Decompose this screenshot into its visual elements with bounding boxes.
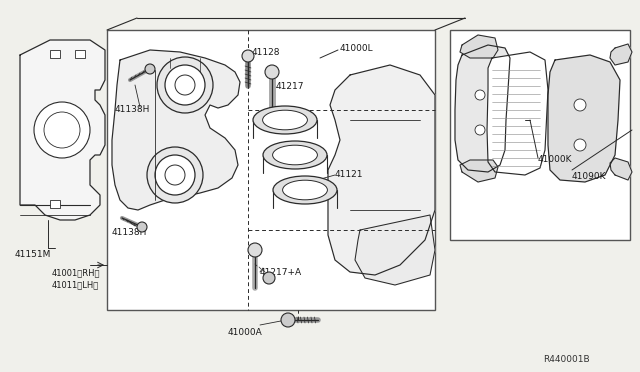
Circle shape — [281, 313, 295, 327]
Text: 41128: 41128 — [252, 48, 280, 57]
Text: 41217: 41217 — [276, 82, 305, 91]
Circle shape — [165, 65, 205, 105]
Polygon shape — [487, 52, 548, 175]
Circle shape — [265, 65, 279, 79]
Ellipse shape — [263, 141, 327, 169]
Ellipse shape — [262, 110, 307, 130]
Circle shape — [475, 90, 485, 100]
Text: 41138H: 41138H — [112, 228, 147, 237]
Circle shape — [475, 125, 485, 135]
Circle shape — [34, 102, 90, 158]
Circle shape — [263, 272, 275, 284]
Text: 41000L: 41000L — [340, 44, 374, 53]
Polygon shape — [20, 40, 105, 220]
Text: 41217+A: 41217+A — [260, 268, 302, 277]
Text: 41138H: 41138H — [115, 105, 150, 114]
Ellipse shape — [283, 180, 328, 200]
Polygon shape — [328, 65, 435, 275]
Circle shape — [157, 57, 213, 113]
Text: 41121: 41121 — [335, 170, 364, 179]
Text: 41000A: 41000A — [228, 328, 263, 337]
Bar — [107, 30, 435, 310]
Circle shape — [574, 99, 586, 111]
Polygon shape — [548, 55, 620, 182]
Ellipse shape — [273, 145, 317, 165]
Polygon shape — [460, 35, 498, 58]
Polygon shape — [610, 158, 632, 180]
Polygon shape — [460, 160, 498, 182]
Text: 41151M: 41151M — [15, 250, 51, 259]
Circle shape — [175, 75, 195, 95]
Text: 41090K: 41090K — [572, 172, 607, 181]
Polygon shape — [610, 44, 632, 65]
Polygon shape — [112, 50, 240, 210]
Ellipse shape — [253, 106, 317, 134]
Circle shape — [248, 243, 262, 257]
Bar — [450, 30, 630, 240]
Ellipse shape — [273, 176, 337, 204]
Text: 41011〈LH〉: 41011〈LH〉 — [52, 280, 99, 289]
Text: R440001B: R440001B — [543, 355, 590, 364]
Bar — [50, 200, 60, 208]
Polygon shape — [355, 215, 435, 285]
Circle shape — [147, 147, 203, 203]
Circle shape — [242, 50, 254, 62]
Polygon shape — [455, 45, 510, 172]
Circle shape — [155, 155, 195, 195]
Text: 41000K: 41000K — [538, 155, 573, 164]
Circle shape — [165, 165, 185, 185]
Circle shape — [137, 222, 147, 232]
Bar — [75, 50, 85, 58]
Circle shape — [574, 139, 586, 151]
Text: 41001〈RH〉: 41001〈RH〉 — [52, 268, 100, 277]
Circle shape — [145, 64, 155, 74]
Bar — [50, 50, 60, 58]
